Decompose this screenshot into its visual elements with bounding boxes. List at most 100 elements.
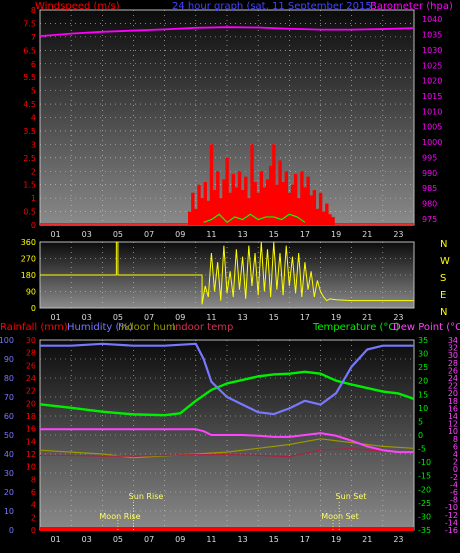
windspeed-tick-label: 0 <box>31 221 36 230</box>
rainfall-tick-label: 10 <box>26 463 36 472</box>
rainfall-tick-label: 6 <box>31 488 36 497</box>
windspeed-tick-label: 3.5 <box>23 127 36 136</box>
rainfall-tick-label: 16 <box>26 425 36 434</box>
windspeed-bar <box>265 179 270 225</box>
wind-x-tick-label: 09 <box>175 230 185 239</box>
dew-point-tick-label: -8 <box>450 496 458 505</box>
windspeed-tick-label: 1.5 <box>23 181 36 190</box>
temperature-x-tick-label: 03 <box>82 535 92 544</box>
windspeed-bar <box>234 187 239 225</box>
direction-line <box>40 241 414 305</box>
dew-point-line <box>40 428 414 454</box>
dew-point-tick-label: 4 <box>453 450 458 459</box>
direction-tick-label: 360 <box>21 238 36 247</box>
rainfall-tick-label: 2 <box>31 513 36 522</box>
dew-point-tick-label: -10 <box>445 503 458 512</box>
rainfall-tick-label: 22 <box>26 387 36 396</box>
humidity-line <box>40 342 414 416</box>
wind-x-tick-label: 23 <box>393 230 403 239</box>
humidity-tick-label: 100 <box>0 336 14 345</box>
compass-label: S <box>440 273 446 284</box>
humidity-tick-label: 90 <box>4 355 14 364</box>
temperature-tick-label: -5 <box>418 445 426 454</box>
windspeed-bar <box>303 187 307 225</box>
windspeed-tick-label: 6 <box>31 60 36 69</box>
humidity-axis-title: Humidity (%) <box>67 322 133 333</box>
windspeed-bar <box>256 192 260 225</box>
dew-point-tick-label: -14 <box>445 518 458 527</box>
humidity-tick-label: 30 <box>4 469 14 478</box>
humidity-tick-label: 0 <box>9 526 14 535</box>
windspeed-bar <box>222 179 226 225</box>
dew-point-tick-label: 30 <box>448 351 458 360</box>
windspeed-bar <box>275 184 279 225</box>
windspeed-bar <box>259 171 264 225</box>
windspeed-bar <box>247 198 251 225</box>
humidity-tick-label: 60 <box>4 412 14 421</box>
chart-title: 24 hour graph (sat, 11 September 2015 <box>172 1 372 12</box>
indoor-hum-line <box>39 438 415 459</box>
dew-point-tick-label: 26 <box>448 366 458 375</box>
barometer-tick-label: 1035 <box>422 31 442 40</box>
direction-x-tick-label: 03 <box>82 313 92 322</box>
temperature-x-tick-label: 17 <box>300 535 310 544</box>
windspeed-bar <box>194 208 198 225</box>
sun-set-label: Sun Set <box>336 492 367 501</box>
compass-label: W <box>440 256 450 267</box>
barometer-tick-label: 1040 <box>422 15 442 24</box>
temperature-tick-label: -15 <box>418 472 431 481</box>
dew-point-tick-label: -2 <box>450 473 458 482</box>
windspeed-bar <box>293 173 298 225</box>
rainfall-tick-label: 12 <box>26 450 36 459</box>
temperature-tick-label: 15 <box>418 390 428 399</box>
rainfall-tick-label: 18 <box>26 412 36 421</box>
windspeed-bar <box>281 182 285 225</box>
windspeed-bar <box>244 176 248 225</box>
temperature-x-tick-label: 09 <box>175 535 185 544</box>
barometer-tick-label: 1030 <box>422 46 442 55</box>
wind-x-tick-label: 17 <box>300 230 310 239</box>
temperature-tick-label: 0 <box>418 431 423 440</box>
dew-point-tick-label: 6 <box>453 442 458 451</box>
windspeed-bar <box>188 211 192 225</box>
direction-x-tick-label: 19 <box>331 313 341 322</box>
windspeed-tick-label: 6.5 <box>23 46 36 55</box>
temperature-tick-label: -25 <box>418 499 431 508</box>
wind-x-tick-label: 03 <box>82 230 92 239</box>
rainfall-tick-label: 24 <box>26 374 36 383</box>
indoor-hum-axis-title: Indoor hum <box>118 322 176 333</box>
dew-point-tick-label: 8 <box>453 435 458 444</box>
windspeed-tick-label: 1 <box>31 194 36 203</box>
windspeed-bar <box>200 198 204 225</box>
humidity-tick-label: 10 <box>4 507 14 516</box>
direction-tick-label: 0 <box>31 304 36 313</box>
rainfall-tick-label: 30 <box>26 336 36 345</box>
rainfall-tick-label: 26 <box>26 361 36 370</box>
wind-x-tick-label: 01 <box>50 230 60 239</box>
windspeed-tick-label: 2.5 <box>23 154 36 163</box>
direction-x-tick-label: 07 <box>144 313 154 322</box>
rainfall-tick-label: 0 <box>31 526 36 535</box>
direction-x-tick-label: 11 <box>206 313 216 322</box>
temperature-axis-title: Temperature (°C) <box>312 322 399 333</box>
sun-rise-label: Sun Rise <box>129 492 164 501</box>
windspeed-bar <box>250 144 254 225</box>
windspeed-bar <box>318 192 323 225</box>
barometer-tick-label: 1005 <box>422 123 442 132</box>
windspeed-bar <box>284 171 289 225</box>
temperature-x-tick-label: 15 <box>269 535 279 544</box>
dew-point-tick-label: 20 <box>448 389 458 398</box>
windspeed-bar <box>325 203 329 225</box>
direction-tick-label: 180 <box>21 271 36 280</box>
temperature-tick-label: 25 <box>418 363 428 372</box>
wind-x-tick-label: 15 <box>269 230 279 239</box>
windspeed-bar <box>219 198 223 225</box>
dew-point-tick-label: 16 <box>448 404 458 413</box>
windspeed-bar <box>225 157 229 225</box>
windspeed-tick-label: 7 <box>31 33 36 42</box>
barometer-tick-label: 1010 <box>422 107 442 116</box>
wind-x-tick-label: 13 <box>237 230 247 239</box>
barometer-tick-label: 1020 <box>422 77 442 86</box>
windspeed-bar <box>197 184 201 225</box>
